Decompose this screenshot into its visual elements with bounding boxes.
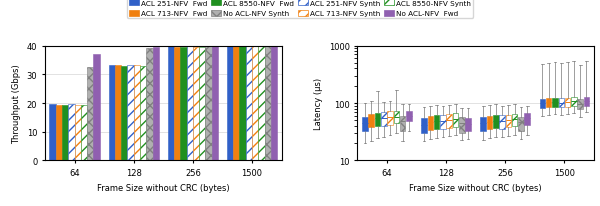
Bar bbox=[146, 49, 152, 161]
PathPatch shape bbox=[559, 99, 564, 108]
PathPatch shape bbox=[388, 112, 393, 125]
Bar bbox=[259, 46, 265, 161]
Bar bbox=[193, 48, 199, 161]
Bar bbox=[205, 47, 212, 161]
PathPatch shape bbox=[434, 115, 439, 129]
Bar bbox=[252, 46, 259, 161]
PathPatch shape bbox=[571, 98, 577, 107]
Bar bbox=[174, 48, 181, 161]
Bar bbox=[56, 106, 62, 161]
PathPatch shape bbox=[362, 117, 368, 132]
Bar bbox=[246, 46, 252, 161]
PathPatch shape bbox=[428, 116, 433, 130]
Bar bbox=[134, 66, 140, 161]
Bar bbox=[115, 66, 121, 161]
Bar bbox=[181, 48, 187, 161]
PathPatch shape bbox=[506, 115, 511, 128]
PathPatch shape bbox=[481, 117, 486, 132]
Bar bbox=[233, 46, 239, 161]
PathPatch shape bbox=[584, 98, 589, 106]
Bar bbox=[81, 105, 87, 161]
PathPatch shape bbox=[487, 116, 493, 130]
Bar bbox=[140, 66, 146, 161]
Bar bbox=[94, 55, 100, 161]
X-axis label: Frame Size without CRC (bytes): Frame Size without CRC (bytes) bbox=[97, 183, 230, 192]
X-axis label: Frame Size without CRC (bytes): Frame Size without CRC (bytes) bbox=[409, 183, 542, 192]
Bar bbox=[212, 47, 218, 161]
Bar bbox=[121, 66, 127, 161]
PathPatch shape bbox=[577, 100, 583, 109]
Bar bbox=[152, 48, 159, 161]
Y-axis label: Throughput (Gbps): Throughput (Gbps) bbox=[12, 64, 21, 143]
PathPatch shape bbox=[493, 115, 499, 128]
Bar bbox=[199, 48, 205, 161]
PathPatch shape bbox=[421, 118, 427, 133]
Bar bbox=[187, 47, 193, 161]
PathPatch shape bbox=[459, 117, 464, 133]
PathPatch shape bbox=[539, 99, 545, 108]
PathPatch shape bbox=[512, 114, 517, 126]
PathPatch shape bbox=[375, 113, 380, 126]
PathPatch shape bbox=[546, 99, 551, 108]
PathPatch shape bbox=[446, 115, 452, 128]
Bar bbox=[87, 68, 94, 161]
PathPatch shape bbox=[368, 114, 374, 128]
Bar bbox=[74, 106, 81, 161]
Bar bbox=[127, 66, 134, 161]
Bar bbox=[271, 46, 277, 161]
PathPatch shape bbox=[453, 114, 458, 127]
Bar bbox=[62, 105, 68, 161]
PathPatch shape bbox=[565, 99, 571, 107]
Bar bbox=[239, 46, 246, 161]
PathPatch shape bbox=[499, 116, 505, 129]
PathPatch shape bbox=[518, 117, 524, 131]
PathPatch shape bbox=[440, 115, 446, 129]
Bar bbox=[265, 46, 271, 161]
PathPatch shape bbox=[400, 116, 406, 131]
PathPatch shape bbox=[552, 99, 558, 107]
Bar bbox=[109, 66, 115, 161]
Bar bbox=[227, 46, 233, 161]
Bar bbox=[49, 104, 56, 161]
Bar bbox=[168, 47, 174, 161]
Legend: ACL 251-NFV  Fwd, ACL 713-NFV  Fwd, ACL 8550-NFV  Fwd, No ACL-NFV Synth, ACL 251: ACL 251-NFV Fwd, ACL 713-NFV Fwd, ACL 85… bbox=[127, 0, 473, 19]
PathPatch shape bbox=[406, 111, 412, 122]
PathPatch shape bbox=[466, 118, 471, 132]
PathPatch shape bbox=[524, 114, 530, 125]
PathPatch shape bbox=[394, 111, 399, 124]
Y-axis label: Latency (μs): Latency (μs) bbox=[314, 78, 323, 129]
Bar bbox=[68, 104, 74, 161]
PathPatch shape bbox=[381, 112, 386, 126]
